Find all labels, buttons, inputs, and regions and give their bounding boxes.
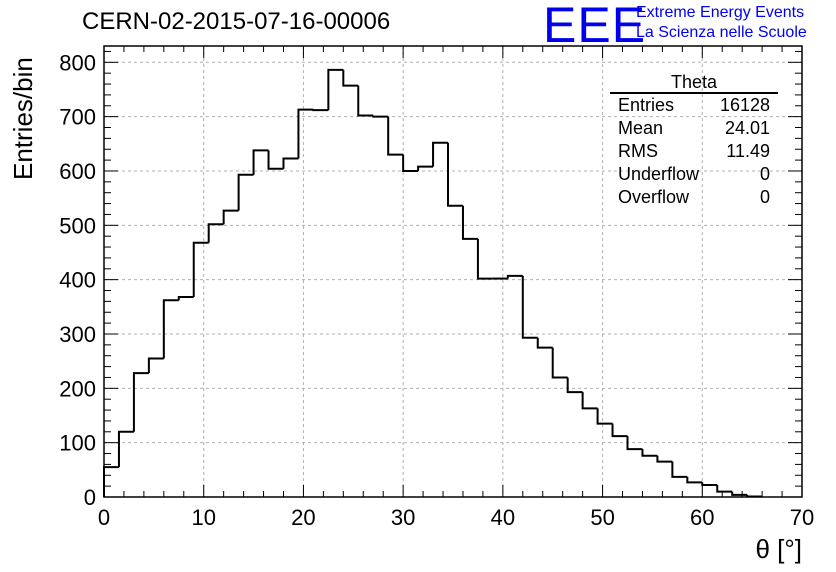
histogram-bin — [447, 142, 463, 207]
y-tick-label: 400 — [59, 268, 96, 293]
histogram-bin — [147, 357, 164, 374]
stats-label: Entries — [618, 95, 675, 115]
histogram-bin — [746, 494, 763, 498]
histogram-bin — [671, 461, 688, 478]
x-tick-label: 30 — [391, 505, 415, 530]
histogram-bin — [626, 436, 643, 451]
stats-row-overflow: Overflow 0 — [610, 186, 778, 209]
histogram-bin — [402, 154, 419, 172]
histogram-bin — [432, 141, 449, 167]
plot-frame — [103, 45, 803, 498]
x-tick-label: 10 — [191, 505, 215, 530]
histogram-bin — [417, 165, 434, 171]
histogram-bin — [103, 466, 119, 497]
stats-label: Mean — [618, 118, 664, 138]
stats-value: 0 — [759, 164, 770, 184]
histogram-bin — [132, 372, 149, 432]
stats-row-underflow: Underflow 0 — [610, 163, 778, 186]
histogram-bin — [731, 491, 748, 496]
histogram-bin — [207, 223, 224, 243]
histogram-bin — [596, 408, 613, 425]
stats-value: 0 — [759, 187, 770, 207]
stats-label: Overflow — [618, 187, 690, 207]
histogram-bin — [297, 108, 314, 159]
stats-row-entries: Entries 16128 — [610, 94, 778, 117]
x-tick-label: 70 — [790, 505, 814, 530]
stats-value: 16128 — [719, 95, 770, 115]
logo-line-1: Extreme Energy Events — [636, 4, 805, 21]
y-tick-label: 500 — [59, 213, 96, 238]
histogram-bin — [536, 337, 553, 349]
histogram-bin — [372, 115, 389, 118]
logo-text: EEE — [543, 0, 647, 53]
histogram-bin — [192, 241, 209, 298]
histogram-bin — [581, 392, 598, 410]
histogram-bin — [701, 482, 718, 487]
histogram-bin — [686, 476, 703, 484]
stats-row-rms: RMS 11.49 — [610, 140, 778, 163]
y-tick-label: 800 — [59, 50, 96, 75]
histogram-bin — [506, 274, 523, 279]
stats-label: Underflow — [618, 164, 700, 184]
y-tick-label: 100 — [59, 431, 96, 456]
stats-value: 24.01 — [724, 118, 770, 138]
histogram-bin — [237, 173, 254, 211]
histogram-bin — [252, 149, 269, 175]
y-tick-label: 200 — [59, 376, 96, 401]
chart-title: CERN-02-2015-07-16-00006 — [82, 8, 391, 35]
histogram-bin — [476, 238, 493, 280]
x-tick-label: 40 — [491, 505, 515, 530]
histogram-bin — [656, 455, 673, 463]
y-tick-label: 600 — [59, 159, 96, 184]
x-tick-label: 20 — [291, 505, 315, 530]
logo-line-2: La Scienza nelle Scuole — [636, 24, 807, 41]
histogram-bin — [282, 157, 299, 169]
stats-row-mean: Mean 24.01 — [610, 117, 778, 140]
histogram-bin — [521, 275, 538, 339]
x-tick-label: 50 — [590, 505, 614, 530]
stats-box: Theta Entries 16128 Mean 24.01 RMS 11.49… — [610, 72, 778, 209]
histogram-bin — [387, 116, 404, 156]
histogram-bin — [461, 205, 478, 240]
histogram-bin — [716, 485, 733, 493]
histogram-bin — [162, 299, 179, 359]
stats-label: RMS — [618, 141, 658, 161]
histogram-bin — [641, 449, 658, 457]
histogram-bin — [566, 377, 583, 394]
y-tick-label: 700 — [59, 105, 96, 130]
histogram-bin — [312, 109, 329, 112]
y-tick-label: 300 — [59, 322, 96, 347]
histogram-bin — [342, 69, 359, 87]
histogram-bin — [222, 209, 239, 225]
histogram-bin — [117, 430, 134, 468]
histogram-bin — [551, 347, 568, 379]
x-tick-label: 0 — [98, 505, 110, 530]
histogram-bin — [267, 150, 284, 170]
histogram-bin — [327, 68, 344, 111]
histogram-bin — [357, 85, 374, 117]
x-tick-label: 60 — [690, 505, 714, 530]
histogram-bin — [177, 296, 194, 301]
stats-title: Theta — [610, 72, 778, 94]
x-axis-label: θ [°] — [755, 534, 802, 564]
stats-value: 11.49 — [726, 141, 770, 161]
y-tick-label: 0 — [84, 485, 96, 510]
histogram-bin — [611, 423, 628, 438]
